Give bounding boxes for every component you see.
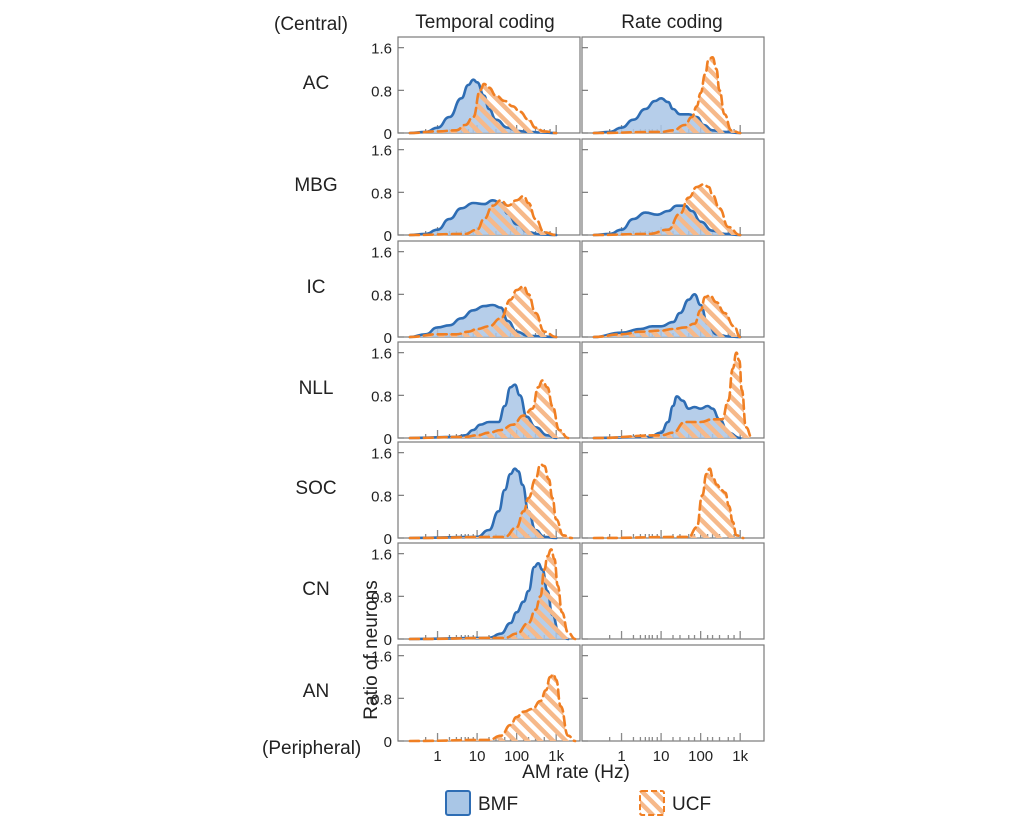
bmf-line bbox=[592, 395, 742, 440]
row-label-nll: NLL bbox=[299, 378, 334, 399]
y-tick-label: 0 bbox=[384, 330, 392, 347]
x-tick-label: 1 bbox=[433, 748, 441, 765]
y-tick-label: 0 bbox=[384, 531, 392, 548]
panel-grid: AC 0 0.8 1.6 MBG 0 0.8 1.6 IC 0 0.8 1.6 NLL 0 0.8 1.6 SO… bbox=[294, 36, 765, 765]
x-tick-label: 1 bbox=[617, 748, 625, 765]
ucf-line bbox=[408, 548, 577, 641]
panel-ic-rate bbox=[581, 240, 765, 339]
panel-frame bbox=[581, 542, 765, 640]
y-tick-label: 0.8 bbox=[371, 388, 392, 405]
y-tick-label: 0 bbox=[384, 734, 392, 751]
y-tick-label: 0.8 bbox=[371, 589, 392, 606]
column-title-temporal: Temporal coding bbox=[415, 12, 554, 33]
panel-ic-temporal bbox=[397, 240, 581, 339]
legend-bmf-swatch bbox=[445, 790, 471, 816]
panel-ac-rate bbox=[581, 36, 765, 135]
ucf-area bbox=[593, 57, 741, 133]
ucf-line bbox=[592, 294, 742, 339]
x-tick-label: 10 bbox=[653, 748, 670, 765]
ucf-line bbox=[408, 82, 558, 135]
region-label-peripheral: (Peripheral) bbox=[262, 738, 361, 759]
ucf-line bbox=[408, 463, 574, 540]
ucf-line bbox=[408, 672, 577, 743]
column-title-rate: Rate coding bbox=[621, 12, 722, 33]
legend-bmf-label: BMF bbox=[478, 794, 518, 815]
panel-frame bbox=[581, 644, 765, 742]
ucf-area bbox=[409, 83, 557, 133]
x-axis-title: AM rate (Hz) bbox=[522, 762, 630, 783]
row-label-mbg: MBG bbox=[294, 175, 337, 196]
row-label-soc: SOC bbox=[295, 478, 336, 499]
y-tick-label: 0.8 bbox=[371, 691, 392, 708]
panel-mbg-temporal bbox=[397, 138, 581, 237]
bmf-area bbox=[409, 305, 557, 337]
ucf-area bbox=[409, 549, 576, 639]
legend-ucf-swatch bbox=[639, 790, 665, 816]
ucf-line bbox=[592, 351, 754, 440]
panel-soc-rate bbox=[581, 441, 765, 540]
ucf-line bbox=[592, 55, 742, 135]
panel-cn-rate bbox=[581, 542, 765, 640]
panel-an-temporal bbox=[397, 644, 581, 743]
row-label-ic: IC bbox=[307, 277, 326, 298]
bmf-area bbox=[409, 563, 569, 639]
y-tick-label: 0.8 bbox=[371, 287, 392, 304]
ucf-area bbox=[409, 674, 576, 741]
x-tick-label: 100 bbox=[688, 748, 713, 765]
legend-ucf-label: UCF bbox=[672, 794, 711, 815]
x-tick-label: 1k bbox=[732, 748, 748, 765]
y-tick-label: 0 bbox=[384, 228, 392, 245]
panel-an-rate bbox=[581, 644, 765, 742]
x-tick-label: 1k bbox=[548, 748, 564, 765]
panel-nll-temporal bbox=[397, 341, 581, 440]
panel-nll-rate bbox=[581, 341, 765, 440]
ucf-line bbox=[592, 467, 745, 540]
ucf-line bbox=[408, 194, 558, 237]
panel-cn-temporal bbox=[397, 542, 581, 641]
y-tick-label: 1.6 bbox=[371, 649, 392, 666]
y-axis-title: Ratio of neurons bbox=[361, 580, 382, 719]
y-tick-label: 1.6 bbox=[371, 346, 392, 363]
bmf-area bbox=[593, 98, 741, 133]
y-tick-label: 0.8 bbox=[371, 83, 392, 100]
y-tick-label: 1.6 bbox=[371, 143, 392, 160]
region-label-central: (Central) bbox=[274, 14, 348, 35]
y-tick-label: 0.8 bbox=[371, 488, 392, 505]
ucf-line bbox=[408, 284, 558, 339]
row-label-an: AN bbox=[303, 681, 329, 702]
y-tick-label: 0 bbox=[384, 431, 392, 448]
ucf-area bbox=[409, 380, 569, 438]
y-tick-label: 1.6 bbox=[371, 446, 392, 463]
ucf-area bbox=[409, 196, 557, 235]
y-tick-label: 1.6 bbox=[371, 41, 392, 58]
legend: BMF UCF bbox=[445, 790, 711, 816]
ucf-line bbox=[408, 379, 570, 440]
ucf-line bbox=[592, 182, 742, 237]
ucf-area bbox=[409, 464, 572, 538]
ucf-area bbox=[593, 295, 741, 337]
y-tick-label: 0.8 bbox=[371, 185, 392, 202]
x-tick-label: 10 bbox=[469, 748, 486, 765]
ucf-area bbox=[593, 352, 753, 438]
x-tick-label: 100 bbox=[504, 748, 529, 765]
ucf-area bbox=[593, 468, 744, 538]
row-label-cn: CN bbox=[302, 579, 329, 600]
row-label-ac: AC bbox=[303, 73, 329, 94]
ucf-area bbox=[409, 286, 557, 337]
panel-ac-temporal bbox=[397, 36, 581, 135]
panel-frame bbox=[581, 441, 765, 539]
y-tick-label: 1.6 bbox=[371, 245, 392, 262]
panel-soc-temporal bbox=[397, 441, 581, 540]
y-tick-label: 1.6 bbox=[371, 547, 392, 564]
panel-mbg-rate bbox=[581, 138, 765, 237]
y-tick-label: 0 bbox=[384, 632, 392, 649]
ucf-area bbox=[593, 184, 741, 235]
y-tick-label: 0 bbox=[384, 126, 392, 143]
